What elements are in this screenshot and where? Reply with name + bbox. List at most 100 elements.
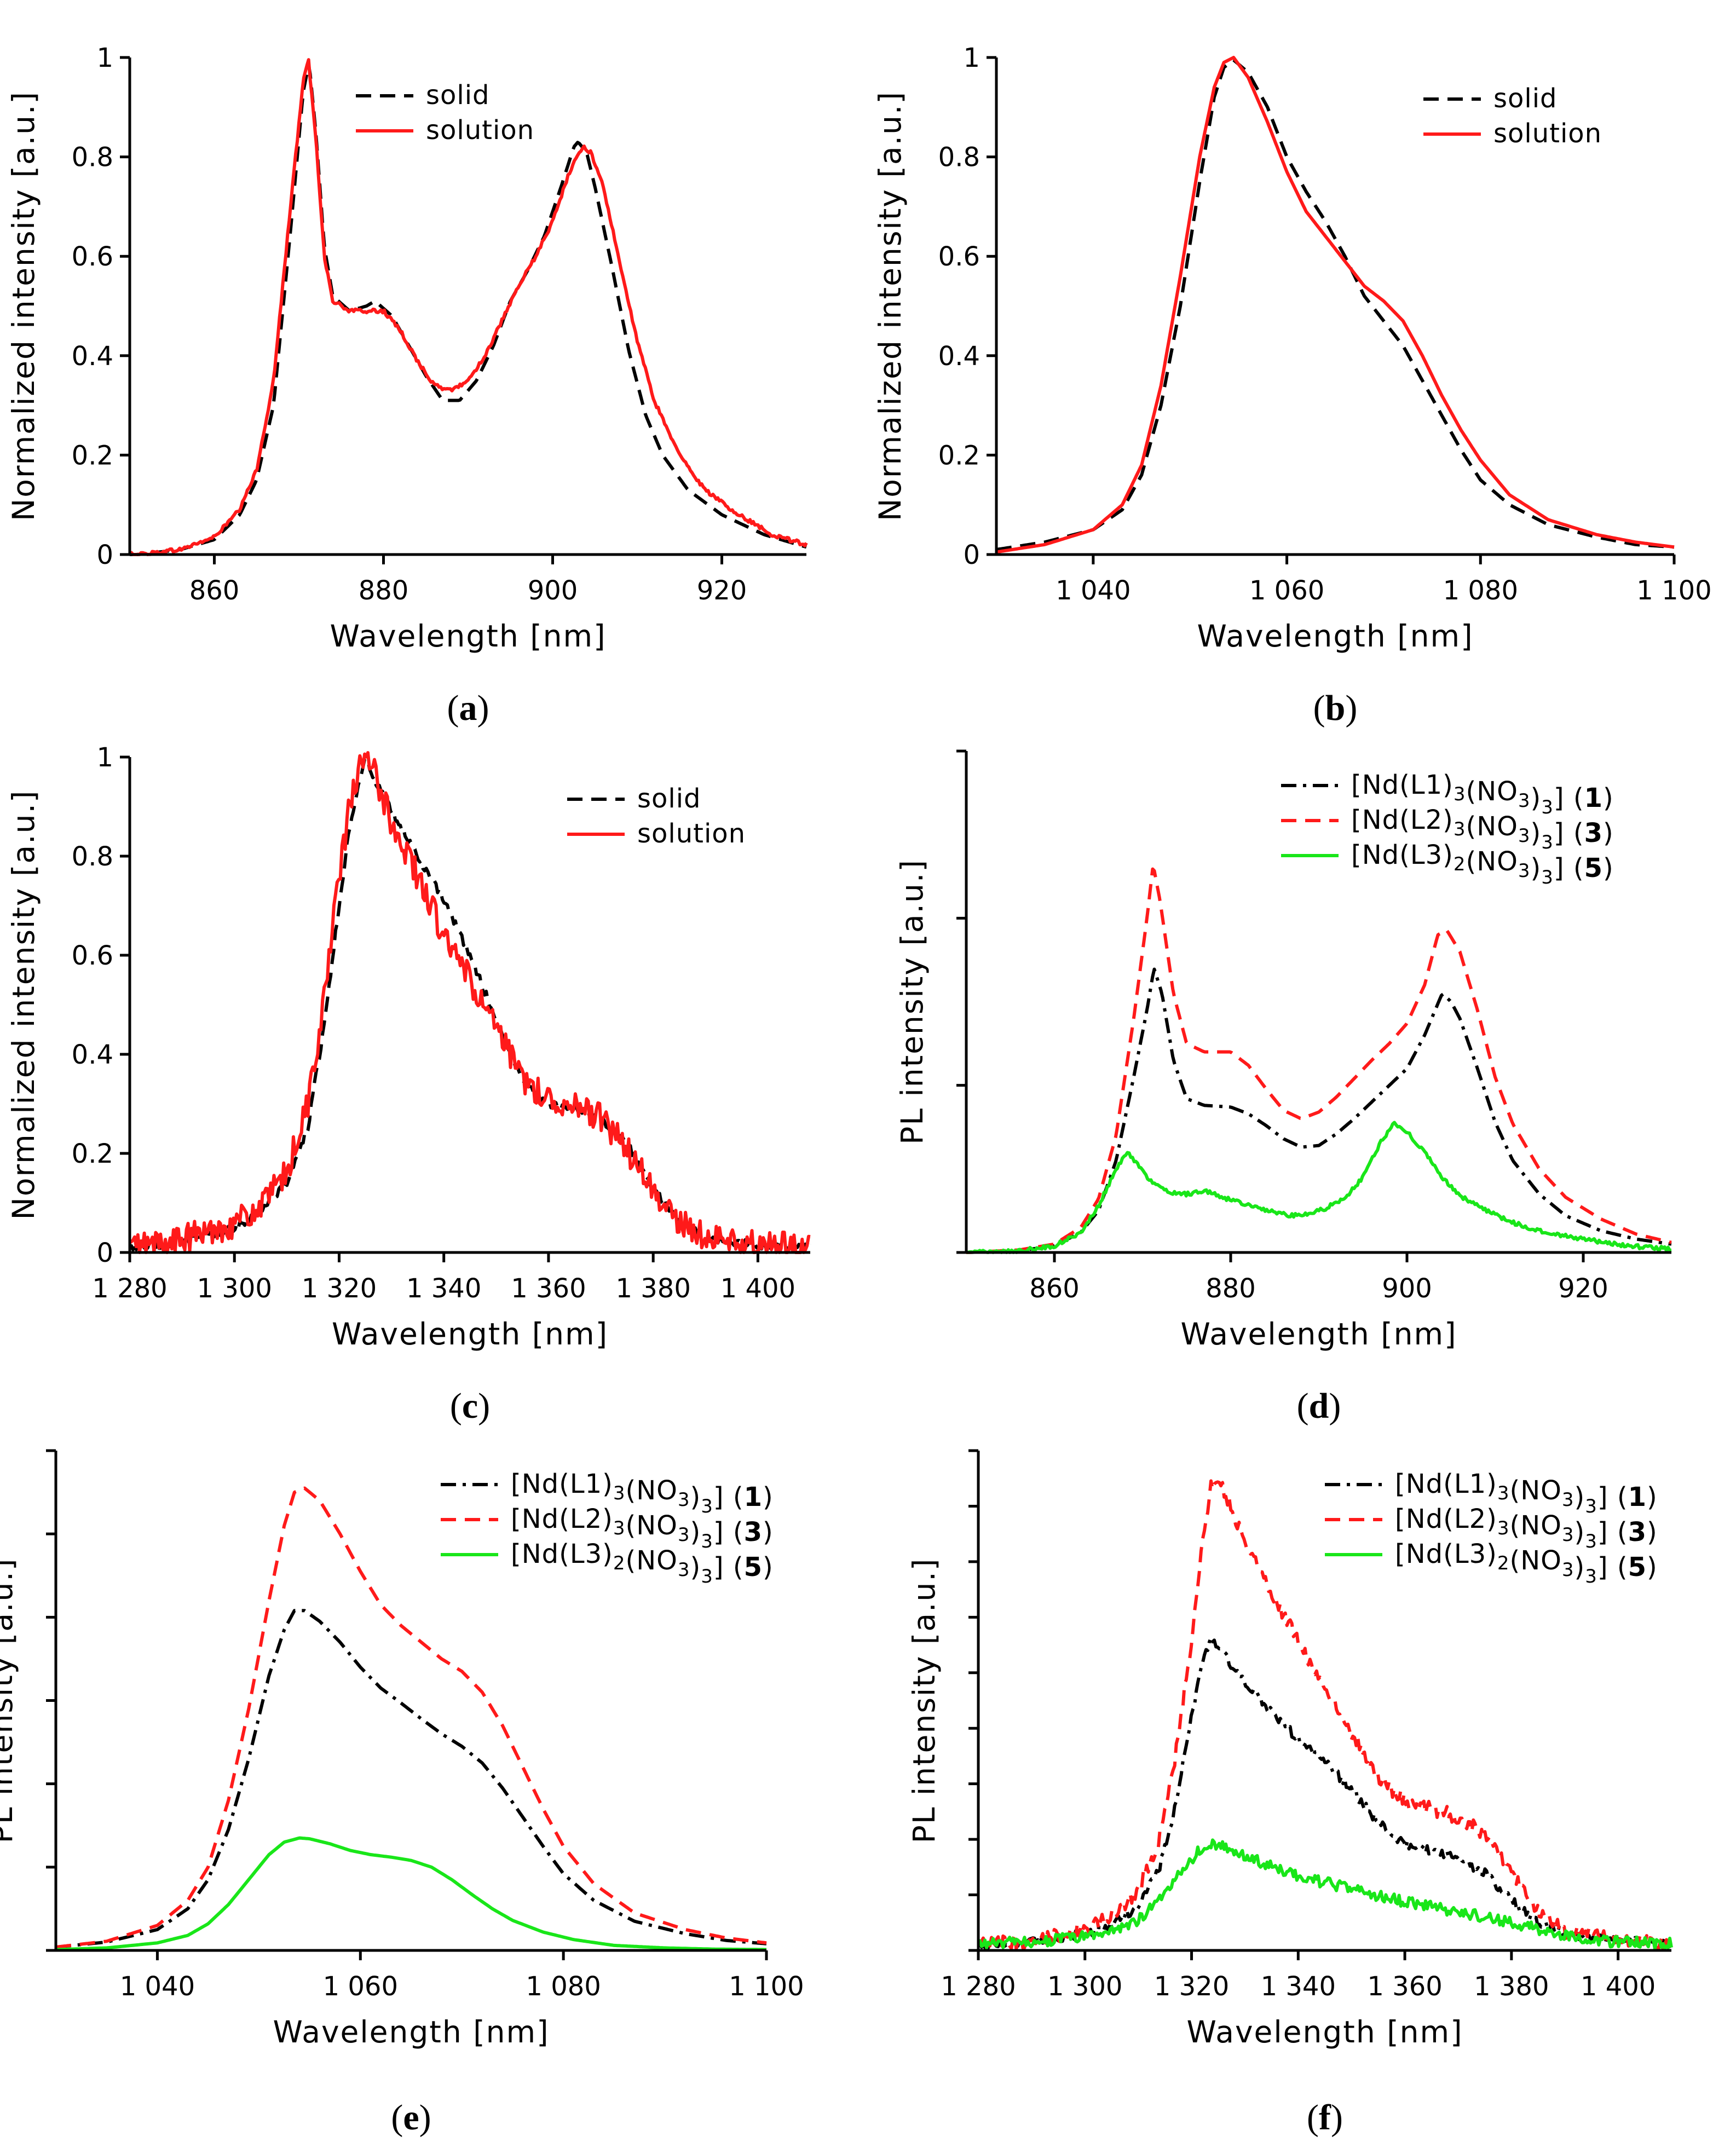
y-tick-label-b: 1 bbox=[963, 43, 980, 73]
legend-label-d-2: [Nd(L2)3(NO3)3] (3) bbox=[1351, 805, 1614, 853]
legend-d: [Nd(L1)3(NO3)3] (1)[Nd(L2)3(NO3)3] (3)[N… bbox=[1281, 770, 1614, 888]
series-line-c-2 bbox=[129, 751, 811, 1254]
series-line-f-3 bbox=[977, 1838, 1673, 1950]
x-tick-label-e: 1 080 bbox=[526, 1971, 601, 2002]
legend-label-b-2: solution bbox=[1493, 118, 1602, 149]
x-axis-title-a: Wavelength [nm] bbox=[330, 619, 606, 654]
x-tick-label-b: 1 080 bbox=[1443, 575, 1518, 606]
legend-label-d-3: [Nd(L3)2(NO3)3] (5) bbox=[1351, 840, 1614, 888]
y-tick-label-c: 0.2 bbox=[72, 1139, 113, 1169]
x-axis-title-b: Wavelength [nm] bbox=[1197, 619, 1473, 654]
series-line-d-1 bbox=[966, 967, 1672, 1254]
x-tick-label-c: 1 340 bbox=[406, 1273, 481, 1304]
x-tick-label-b: 1 100 bbox=[1636, 575, 1711, 606]
y-tick-label-c: 0.4 bbox=[72, 1040, 113, 1070]
x-tick-label-d: 900 bbox=[1382, 1273, 1432, 1304]
legend-label-f-1: [Nd(L1)3(NO3)3] (1) bbox=[1395, 1469, 1658, 1517]
x-tick-label-f: 1 400 bbox=[1581, 1971, 1656, 2002]
legend-label-d-1: [Nd(L1)3(NO3)3] (1) bbox=[1351, 770, 1614, 818]
legend-label-f-3: [Nd(L3)2(NO3)3] (5) bbox=[1395, 1539, 1658, 1587]
chart-panel-e: 1 040 1 060 1 080 1 100 Wavelength [nm] PL in… bbox=[0, 1449, 804, 2138]
series-line-d-2 bbox=[966, 867, 1672, 1254]
x-tick-label-a: 860 bbox=[189, 575, 240, 606]
x-tick-label-f: 1 280 bbox=[941, 1971, 1016, 2002]
legend-label-e-1: [Nd(L1)3(NO3)3] (1) bbox=[511, 1469, 774, 1517]
chart-panel-d: 860 880 900 920 Wavelength [nm] PL intensity … bbox=[895, 749, 1672, 1426]
panel-label-d: (d) bbox=[1297, 1386, 1341, 1426]
x-axis-title-d: Wavelength [nm] bbox=[1180, 1317, 1457, 1352]
legend-f: [Nd(L1)3(NO3)3] (1)[Nd(L2)3(NO3)3] (3)[N… bbox=[1325, 1469, 1658, 1587]
panel-label-a: (a) bbox=[447, 688, 489, 728]
x-tick-label-f: 1 320 bbox=[1154, 1971, 1229, 2002]
series-line-e-2 bbox=[55, 1486, 767, 1949]
y-axis-title-c: Normalized intensity [a.u.] bbox=[6, 790, 41, 1220]
series-line-b-2 bbox=[996, 56, 1675, 554]
panel-label-b: (b) bbox=[1313, 688, 1358, 728]
y-tick-label-b: 0 bbox=[963, 540, 980, 570]
x-tick-label-b: 1 060 bbox=[1249, 575, 1324, 606]
series-line-f-1 bbox=[977, 1635, 1672, 1949]
series-line-b-1 bbox=[996, 58, 1675, 551]
chart-panel-c: 1 280 1 300 1 320 1 340 1 360 1 380 1 400 0 0.2 0… bbox=[6, 742, 812, 1426]
legend-label-f-2: [Nd(L2)3(NO3)3] (3) bbox=[1395, 1504, 1658, 1552]
x-tick-label-c: 1 300 bbox=[197, 1273, 272, 1304]
series-line-a-2 bbox=[128, 58, 808, 556]
x-tick-label-a: 920 bbox=[697, 575, 747, 606]
y-tick-label-a: 0.2 bbox=[72, 440, 113, 471]
legend-label-c-1: solid bbox=[637, 783, 701, 814]
x-tick-label-c: 1 360 bbox=[511, 1273, 586, 1304]
x-tick-label-c: 1 320 bbox=[302, 1273, 377, 1304]
y-tick-label-b: 0.8 bbox=[938, 142, 980, 173]
legend-label-b-1: solid bbox=[1493, 83, 1558, 114]
x-axis-title-e: Wavelength [nm] bbox=[273, 2014, 549, 2049]
series-line-d-3 bbox=[965, 1121, 1672, 1254]
x-tick-label-d: 880 bbox=[1206, 1273, 1256, 1304]
y-tick-label-b: 0.6 bbox=[938, 241, 980, 272]
legend-b: solid solution bbox=[1423, 83, 1602, 149]
y-tick-label-b: 0.4 bbox=[938, 341, 980, 372]
chart-panel-b: 1 040 1 060 1 080 1 100 0 0.2 0.4 0.6 0.8 1 Wavele… bbox=[873, 43, 1712, 728]
series-line-a-1 bbox=[129, 63, 807, 556]
legend-e: [Nd(L1)3(NO3)3] (1)[Nd(L2)3(NO3)3] (3)[N… bbox=[441, 1469, 774, 1587]
x-tick-label-a: 880 bbox=[359, 575, 409, 606]
x-tick-label-f: 1 380 bbox=[1474, 1971, 1549, 2002]
panel-label-f: (f) bbox=[1307, 2098, 1343, 2138]
y-axis-title-f: PL intensity [a.u.] bbox=[907, 1558, 942, 1844]
series-line-e-1 bbox=[55, 1609, 767, 1949]
x-tick-label-d: 920 bbox=[1558, 1273, 1608, 1304]
x-tick-label-b: 1 040 bbox=[1056, 575, 1131, 606]
x-tick-label-e: 1 060 bbox=[323, 1971, 398, 2002]
x-tick-label-c: 1 400 bbox=[720, 1273, 795, 1304]
x-tick-label-c: 1 280 bbox=[92, 1273, 167, 1304]
x-tick-label-e: 1 040 bbox=[120, 1971, 195, 2002]
y-axis-title-e: PL intensity [a.u.] bbox=[0, 1558, 19, 1844]
x-axis-title-f: Wavelength [nm] bbox=[1186, 2014, 1463, 2049]
y-tick-label-c: 0.8 bbox=[72, 841, 113, 872]
legend-label-a-1: solid bbox=[426, 80, 490, 111]
legend-label-c-2: solution bbox=[637, 818, 746, 849]
x-tick-label-d: 860 bbox=[1029, 1273, 1080, 1304]
y-tick-label-a: 1 bbox=[96, 43, 113, 73]
legend-label-e-3: [Nd(L3)2(NO3)3] (5) bbox=[511, 1539, 774, 1587]
x-tick-label-f: 1 300 bbox=[1047, 1971, 1122, 2002]
y-tick-label-c: 1 bbox=[96, 742, 113, 773]
series-line-e-3 bbox=[55, 1836, 766, 1952]
panel-label-e: (e) bbox=[391, 2098, 431, 2138]
y-axis-title-b: Normalized intensity [a.u.] bbox=[873, 91, 908, 521]
legend-label-e-2: [Nd(L2)3(NO3)3] (3) bbox=[511, 1504, 774, 1552]
legend-c: solid solution bbox=[567, 783, 746, 849]
y-tick-label-a: 0.8 bbox=[72, 142, 113, 173]
x-tick-label-a: 900 bbox=[528, 575, 578, 606]
y-tick-label-c: 0.6 bbox=[72, 940, 113, 971]
y-tick-label-b: 0.2 bbox=[938, 440, 980, 471]
y-tick-label-a: 0.4 bbox=[72, 341, 113, 372]
y-axis-title-a: Normalized intensity [a.u.] bbox=[6, 91, 41, 521]
y-tick-label-a: 0 bbox=[96, 540, 113, 570]
x-axis-title-c: Wavelength [nm] bbox=[332, 1317, 608, 1352]
y-axis-title-d: PL intensity [a.u.] bbox=[895, 859, 930, 1145]
chart-panel-f: 1 280 1 300 1 320 1 340 1 360 1 380 1 400 Wavel… bbox=[907, 1449, 1673, 2138]
y-tick-label-c: 0 bbox=[96, 1238, 113, 1268]
legend-label-a-2: solution bbox=[426, 115, 534, 146]
series-line-f-2 bbox=[977, 1479, 1673, 1952]
